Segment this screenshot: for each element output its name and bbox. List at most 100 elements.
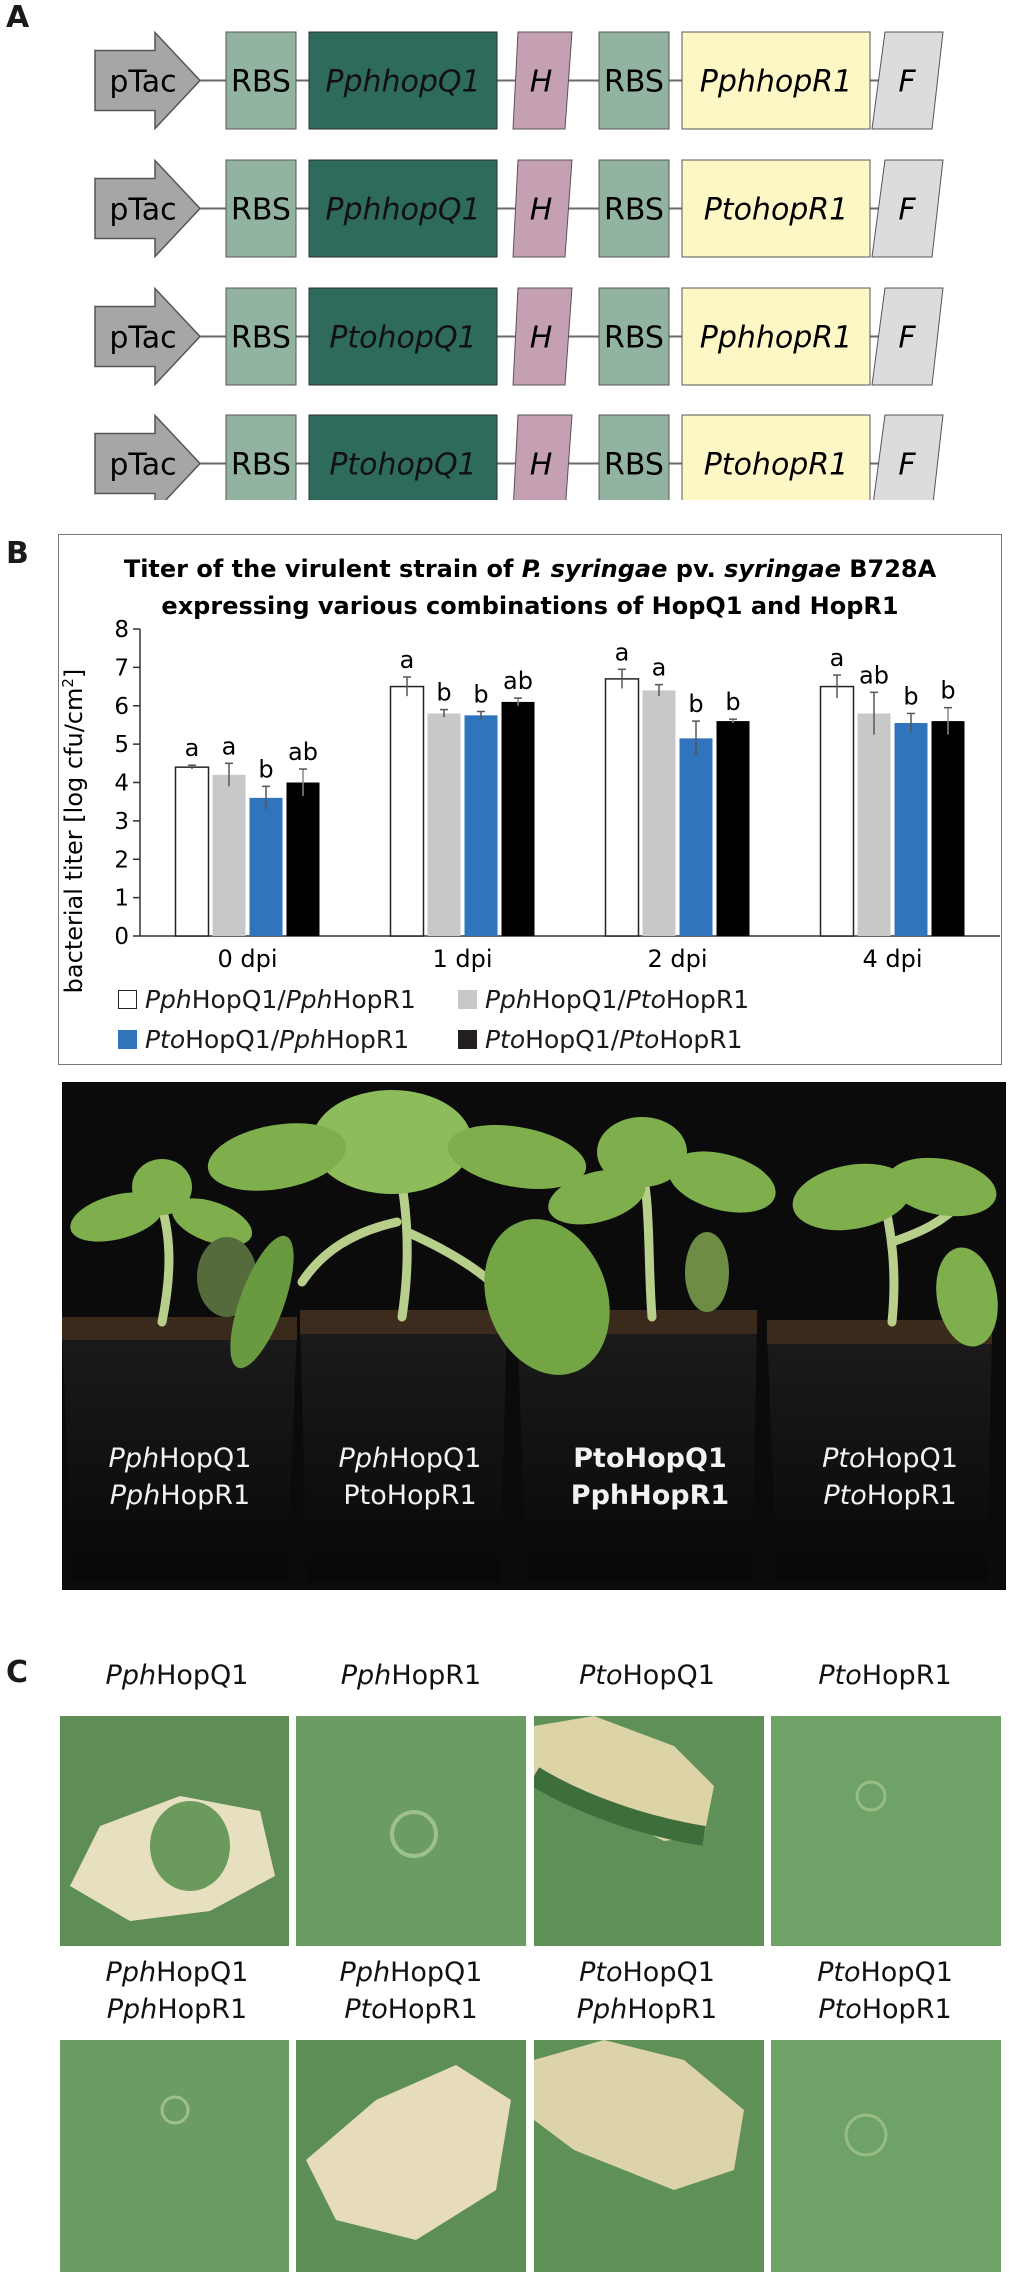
promoter-label: pTac bbox=[109, 321, 176, 356]
tag-box-2 bbox=[871, 287, 944, 386]
plant-label-4-r-suf: HopR1 bbox=[866, 1480, 957, 1511]
leaf-photo-8 bbox=[771, 2040, 1001, 2272]
leaf-bottom-label-2-r-pre: Pto bbox=[344, 1994, 388, 2025]
legend-text-3a: Pto bbox=[144, 1025, 186, 1054]
tag-box-2 bbox=[871, 159, 944, 258]
rbs-box-2 bbox=[598, 414, 670, 500]
legend-text-3c: Pph bbox=[279, 1025, 326, 1054]
leaf-top-label-4-suf: HopR1 bbox=[861, 1660, 952, 1691]
gene-box-1 bbox=[308, 414, 498, 500]
gene-box-1 bbox=[308, 159, 498, 258]
y-tick-label: 5 bbox=[114, 732, 129, 758]
significance-letter: b bbox=[258, 755, 273, 783]
leaf-bottom-label-3-r-pre: Pph bbox=[576, 1994, 628, 2025]
y-tick-label: 8 bbox=[114, 617, 129, 643]
legend-swatch-2 bbox=[458, 990, 477, 1009]
leaf-photo-8-art bbox=[844, 2113, 888, 2157]
significance-letter: a bbox=[652, 654, 667, 682]
pot-2 bbox=[300, 1310, 507, 1582]
legend-swatch-1 bbox=[118, 990, 137, 1009]
promoter-arrow bbox=[94, 413, 202, 500]
bar bbox=[857, 713, 891, 936]
plant-label-2-r-suf: HopR1 bbox=[386, 1480, 477, 1511]
leaf-bottom-label-4-r-pre: Pto bbox=[818, 1994, 862, 2025]
leaf-photo-4-art bbox=[855, 1780, 887, 1812]
legend-text-1a: Pph bbox=[144, 985, 192, 1014]
promoter-label: pTac bbox=[109, 448, 176, 483]
leaf-bottom-label-3: PtoHopQ1 PphHopR1 bbox=[532, 1954, 762, 2028]
gene-label-1: PphhopQ1 bbox=[325, 193, 480, 228]
tag-label-2: F bbox=[898, 321, 916, 356]
significance-letter: b bbox=[688, 690, 703, 718]
y-tick-label: 3 bbox=[114, 809, 129, 835]
x-tick-label: 0 dpi bbox=[217, 945, 277, 973]
panel-letter-a: A bbox=[6, 0, 30, 35]
plant-label-2: PphHopQ1 PtoHopR1 bbox=[300, 1440, 520, 1514]
tag-label-1: H bbox=[530, 65, 553, 100]
significance-letter: a bbox=[185, 734, 200, 762]
legend-text-4d: HopR1 bbox=[659, 1025, 743, 1054]
rbs-box-1 bbox=[225, 287, 297, 386]
leaf-top-label-3: PtoHopQ1 bbox=[532, 1657, 762, 1694]
leaf-bottom-label-3-r-suf: HopR1 bbox=[627, 1994, 718, 2025]
promoter-arrow bbox=[94, 286, 202, 387]
leaf-bottom-label-2-q-suf: HopQ1 bbox=[390, 1957, 483, 1988]
legend-text-2d: HopR1 bbox=[665, 985, 750, 1014]
plant-label-4-r-pre: Pto bbox=[823, 1480, 867, 1511]
leaf-bottom-label-4-q-suf: HopQ1 bbox=[860, 1957, 953, 1988]
gene-label-2: PphhopR1 bbox=[700, 321, 853, 356]
gene-label-2: PphhopR1 bbox=[700, 65, 853, 100]
bar bbox=[174, 766, 210, 937]
leaf-bottom-label-1: PphHopQ1 PphHopR1 bbox=[62, 1954, 292, 2028]
leaf-top-label-1-suf: HopQ1 bbox=[156, 1660, 249, 1691]
bar bbox=[604, 678, 640, 937]
legend-text-1d: HopR1 bbox=[332, 985, 416, 1014]
plant-label-4-q-suf: HopQ1 bbox=[865, 1443, 958, 1474]
significance-letter: b bbox=[903, 682, 918, 710]
gene-box-2 bbox=[681, 31, 871, 130]
gene-label-1: PtohopQ1 bbox=[329, 321, 476, 356]
rbs-label-1: RBS bbox=[231, 321, 291, 356]
gene-box-1 bbox=[308, 31, 498, 130]
rbs-box-2 bbox=[598, 31, 670, 130]
leaf-bottom-label-4: PtoHopQ1 PtoHopR1 bbox=[770, 1954, 1000, 2028]
legend-text-1c: Pph bbox=[285, 985, 333, 1014]
tag-label-1: H bbox=[530, 193, 553, 228]
legend-item-3: PtoHopQ1/PphHopR1 bbox=[118, 1025, 409, 1054]
plant-label-1: PphHopQ1 PphHopR1 bbox=[62, 1440, 298, 1514]
leaf-photo-3 bbox=[534, 1716, 764, 1946]
significance-letter: ab bbox=[859, 661, 889, 689]
bar bbox=[464, 715, 498, 936]
tag-label-2: F bbox=[898, 193, 916, 228]
y-axis-label: bacterial titer [log cfu/cm2] bbox=[59, 669, 88, 994]
rbs-box-1 bbox=[225, 159, 297, 258]
y-tick-label: 0 bbox=[114, 924, 129, 950]
legend-swatch-3 bbox=[118, 1030, 137, 1049]
legend-item-4: PtoHopQ1/PtoHopR1 bbox=[458, 1025, 743, 1054]
construct-row-3: pTac RBS PtohopQ1 H RBS PphhopR1 F bbox=[94, 286, 944, 387]
bar bbox=[501, 701, 535, 936]
leaf-bottom-label-1-r-pre: Pph bbox=[106, 1994, 158, 2025]
bar bbox=[212, 774, 246, 936]
bar bbox=[286, 782, 320, 936]
leaf-bottom-label-3-q-suf: HopQ1 bbox=[622, 1957, 715, 1988]
significance-letter: a bbox=[222, 732, 237, 760]
significance-letter: a bbox=[400, 646, 415, 674]
leaf-photo-2-art bbox=[390, 1810, 438, 1858]
leaf-photo-1 bbox=[60, 1716, 289, 1946]
leaf-photo-6 bbox=[296, 2040, 526, 2272]
leaf-top-label-2-suf: HopR1 bbox=[391, 1660, 482, 1691]
bar bbox=[642, 690, 676, 936]
promoter-label: pTac bbox=[109, 193, 176, 228]
x-tick-label: 4 dpi bbox=[862, 945, 922, 973]
plant-label-1-q-suf: HopQ1 bbox=[159, 1443, 252, 1474]
plant-label-1-q-pre: Pph bbox=[108, 1443, 160, 1474]
legend-item-1: PphHopQ1/PphHopR1 bbox=[118, 985, 416, 1014]
promoter-arrow bbox=[94, 30, 202, 131]
rbs-label-2: RBS bbox=[604, 321, 664, 356]
bar bbox=[894, 723, 928, 936]
promoter-arrow bbox=[94, 158, 202, 259]
significance-letter: b bbox=[725, 688, 740, 716]
leaf-photo-5 bbox=[60, 2040, 289, 2272]
